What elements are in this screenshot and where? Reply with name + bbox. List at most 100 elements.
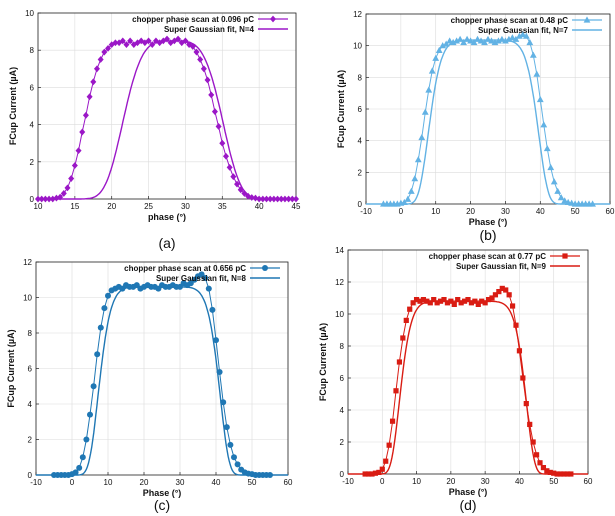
data-point: [400, 198, 408, 206]
data-point: [175, 35, 182, 43]
data-point: [216, 369, 223, 376]
legend-marker: [262, 265, 268, 271]
data-point: [498, 35, 506, 42]
legend-marker: [270, 15, 276, 23]
data-point: [479, 298, 485, 304]
x-axis-label: Phase (°): [469, 217, 508, 227]
data-point: [506, 292, 512, 298]
data-point: [76, 464, 83, 471]
data-point: [453, 37, 461, 44]
data-point: [369, 471, 375, 477]
data-point: [86, 93, 93, 101]
data-point: [145, 37, 152, 45]
data-point: [414, 156, 422, 163]
data-point: [547, 163, 555, 171]
data-point: [105, 292, 111, 299]
data-point: [463, 35, 471, 42]
data-point: [68, 175, 75, 182]
data-point: [119, 37, 126, 45]
y-tick-label: 6: [340, 374, 345, 383]
data-point: [467, 37, 474, 44]
data-point: [389, 418, 396, 424]
data-point: [72, 469, 79, 476]
data-point: [90, 78, 97, 86]
data-point: [79, 128, 86, 136]
x-tick-label: 10: [431, 207, 440, 216]
legend-label-data: chopper phase scan at 0.096 pC: [132, 15, 254, 24]
data-point: [234, 461, 241, 468]
data-point: [209, 306, 216, 313]
y-tick-label: 8: [340, 342, 345, 351]
x-tick-label: 40: [255, 202, 264, 211]
data-point: [540, 121, 548, 128]
panel-a-chart: 10 15 20 25 30 35 40 45 0 2 4 6 8 10 phase (°) FCup Cur…: [8, 9, 301, 251]
x-tick-label: 0: [70, 478, 75, 487]
data-point: [71, 162, 78, 169]
data-point: [477, 37, 485, 44]
data-point: [499, 285, 505, 291]
data-point: [568, 471, 574, 477]
data-point: [205, 285, 212, 292]
data-point: [468, 300, 475, 306]
data-point: [164, 35, 170, 43]
x-tick-label: 60: [584, 477, 593, 486]
data-point: [182, 37, 189, 45]
data-point: [97, 324, 104, 331]
data-point: [97, 56, 104, 63]
data-point: [475, 301, 481, 307]
data-point: [231, 454, 237, 461]
data-point: [512, 35, 520, 42]
data-point: [465, 297, 471, 303]
y-tick-label: 0: [340, 470, 345, 479]
data-point: [94, 351, 101, 358]
data-point: [200, 65, 207, 73]
y-tick-label: 2: [340, 438, 345, 447]
data-point: [270, 195, 277, 203]
y-axis-label: FCup Current (µA): [6, 329, 16, 407]
data-point: [379, 466, 385, 472]
data-point: [42, 195, 49, 203]
legend-label-data: chopper phase scan at 0.48 pC: [451, 16, 569, 25]
data-points: [362, 285, 574, 477]
data-point: [484, 35, 492, 42]
data-point: [547, 469, 553, 475]
data-point: [383, 458, 389, 464]
data-point: [57, 193, 64, 201]
data-point: [376, 469, 382, 475]
data-point: [197, 56, 204, 63]
data-point: [407, 306, 413, 312]
data-point: [557, 194, 565, 201]
data-point: [516, 348, 523, 354]
data-point: [431, 297, 437, 303]
data-point: [421, 108, 429, 115]
y-tick-label: 0: [28, 471, 33, 480]
data-point: [393, 388, 399, 394]
data-point: [60, 190, 67, 197]
legend-label-fit: Super Gaussian fit, N=4: [164, 25, 255, 34]
data-point: [237, 186, 244, 194]
data-point: [503, 287, 509, 293]
data-point: [90, 383, 97, 390]
data-point: [530, 439, 536, 445]
data-point: [489, 295, 495, 301]
legend-label-fit: Super Gaussian fit, N=7: [478, 26, 569, 35]
data-point: [278, 195, 285, 203]
data-points: [35, 35, 299, 203]
data-point: [204, 76, 211, 84]
legend-label-data: chopper phase scan at 0.656 pC: [124, 264, 246, 273]
data-point: [252, 194, 259, 202]
data-point: [451, 301, 457, 307]
data-point: [550, 178, 558, 185]
data-point: [227, 441, 234, 448]
x-tick-label: 40: [212, 478, 221, 487]
x-tick-label: 60: [284, 478, 293, 487]
data-point: [211, 108, 218, 115]
data-point: [428, 67, 436, 74]
data-point: [38, 195, 45, 203]
data-point: [461, 298, 468, 304]
data-point: [226, 163, 233, 171]
data-point: [365, 471, 372, 477]
data-point: [219, 139, 226, 147]
y-tick-label: 6: [28, 365, 33, 374]
